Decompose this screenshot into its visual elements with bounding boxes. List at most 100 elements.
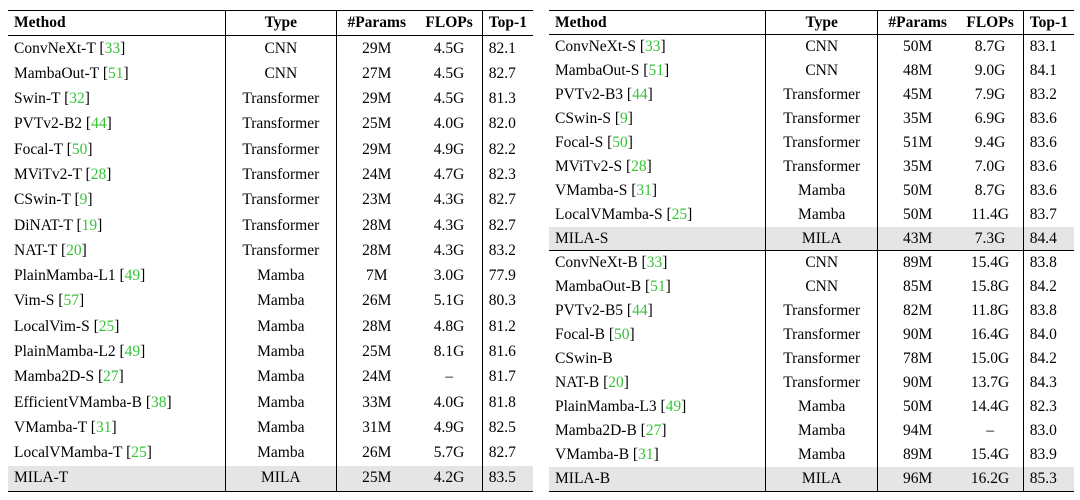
flops-cell: 16.2G: [957, 467, 1024, 492]
citation-bracket: [: [57, 241, 67, 259]
params-cell: 26M: [362, 444, 392, 462]
params-cell: 28M: [362, 317, 392, 335]
method-cell: LocalVMamba-T [25]: [8, 440, 226, 466]
params-cell: 25M: [362, 469, 392, 487]
citation-bracket: [: [122, 444, 132, 462]
flops-cell: 4.9G: [416, 136, 483, 163]
citation-link[interactable]: 28: [631, 157, 647, 175]
citation-link[interactable]: 20: [608, 373, 624, 391]
citation-link[interactable]: 25: [671, 205, 688, 223]
method-cell: CSwin-B: [549, 346, 767, 371]
citation-link[interactable]: 49: [665, 397, 682, 415]
method-name: MambaOut-B: [555, 277, 642, 295]
citation-bracket: ]: [651, 181, 658, 199]
citation-link[interactable]: 38: [151, 393, 167, 411]
flops-cell: 4.3G: [416, 238, 483, 264]
citation-link[interactable]: 49: [124, 343, 141, 360]
type-cell: CNN: [765, 250, 879, 275]
citation-link[interactable]: 27: [103, 368, 119, 386]
type-cell: Transformer: [225, 136, 338, 163]
citation-link[interactable]: 44: [632, 301, 648, 319]
citation-link[interactable]: 51: [108, 64, 124, 82]
citation-link[interactable]: 31: [95, 418, 112, 436]
citation-link[interactable]: 33: [646, 254, 663, 272]
method-name: Focal-T: [14, 140, 63, 158]
citation-link[interactable]: 31: [638, 446, 654, 464]
type-cell: Mamba: [225, 440, 338, 466]
flops-cell: 8.7G: [957, 34, 1024, 59]
params-cell: 28M: [362, 241, 392, 259]
flops-cell: 7.3G: [957, 226, 1024, 251]
citation-link[interactable]: 19: [81, 216, 98, 234]
citation-link[interactable]: 32: [69, 90, 85, 108]
method-name: Focal-B: [555, 325, 605, 343]
citation-link[interactable]: 50: [71, 140, 88, 158]
type-cell: Mamba: [765, 178, 879, 203]
table-row: VMamba-T [31] Mamba 31M 4.9G 82.5: [8, 415, 533, 441]
params-cell: 94M: [903, 422, 933, 440]
table-row: Mamba2D-B [27] Mamba 94M –83.0: [549, 419, 1074, 444]
type-cell: Mamba: [765, 202, 879, 227]
citation-bracket: ]: [146, 444, 152, 462]
col-header-params: #Params: [877, 10, 958, 35]
flops-cell: 15.4G: [957, 250, 1024, 275]
table-row: NAT-T [20] Transformer 28M 4.3G 83.2: [8, 238, 533, 264]
citation-link[interactable]: 51: [650, 277, 666, 295]
citation-link[interactable]: 20: [66, 241, 82, 259]
method-cell: MILA-B: [549, 467, 767, 492]
citation-bracket: [: [623, 301, 633, 319]
citation-link[interactable]: 33: [645, 37, 661, 55]
method-cell: MambaOut-S [51]: [549, 58, 767, 83]
citation-bracket: [: [62, 140, 72, 158]
top1-cell: 84.2: [1029, 349, 1057, 367]
type-cell: Transformer: [225, 212, 338, 239]
method-cell: PVTv2-B3 [44]: [549, 82, 767, 107]
citation-link[interactable]: 50: [613, 325, 630, 343]
top1-cell: 82.5: [488, 418, 516, 436]
table-row: NAT-B [20] Transformer 90M 13.7G 84.3: [549, 370, 1074, 395]
params-cell: 24M: [362, 368, 392, 386]
top1-cell: 82.7: [488, 216, 516, 234]
citation-link[interactable]: 28: [90, 165, 107, 183]
type-cell: Transformer: [765, 346, 879, 371]
type-cell: CNN: [225, 61, 338, 87]
citation-bracket: [: [141, 393, 152, 411]
citation-link[interactable]: 27: [645, 422, 662, 440]
citation-link[interactable]: 44: [91, 115, 107, 133]
method-name: MILA-B: [555, 469, 611, 487]
flops-cell: 11.4G: [957, 202, 1024, 227]
citation-link[interactable]: 31: [636, 181, 652, 199]
type-cell: CNN: [765, 58, 879, 83]
citation-link[interactable]: 9: [620, 109, 628, 127]
top1-cell: 82.0: [488, 115, 516, 133]
citation-link[interactable]: 49: [124, 267, 141, 285]
flops-cell: 4.8G: [416, 314, 483, 340]
citation-link[interactable]: 51: [648, 61, 664, 79]
method-name: MViTv2-S: [555, 157, 623, 175]
citation-link[interactable]: 33: [104, 39, 121, 57]
type-cell: Transformer: [765, 298, 879, 323]
flops-cell: 9.4G: [957, 130, 1024, 155]
type-cell: MILA: [225, 465, 338, 492]
citation-link[interactable]: 57: [63, 292, 79, 310]
params-cell: 26M: [362, 292, 392, 310]
flops-cell: 14.4G: [957, 394, 1024, 419]
citation-bracket: ]: [118, 368, 124, 386]
table-row: MILA-B MILA 96M 16.2G 85.3: [549, 467, 1074, 492]
citation-bracket: [: [603, 133, 613, 151]
params-cell: 89M: [903, 254, 933, 272]
top1-cell: 83.0: [1029, 422, 1057, 440]
method-cell: PlainMamba-L2 [49]: [8, 339, 226, 365]
citation-link[interactable]: 50: [612, 133, 628, 151]
method-cell: ConvNeXt-B [33]: [549, 250, 767, 275]
citation-link[interactable]: 25: [131, 444, 147, 462]
method-cell: ConvNeXt-T [33]: [8, 35, 226, 62]
params-cell: 28M: [362, 216, 392, 234]
citation-bracket: ]: [660, 37, 666, 55]
header-row: Method Type #Params FLOPs Top-1: [549, 10, 1074, 35]
citation-link[interactable]: 25: [98, 317, 115, 335]
method-name: VMamba-S: [555, 181, 628, 199]
citation-link[interactable]: 44: [632, 85, 648, 103]
citation-link[interactable]: 9: [79, 191, 88, 209]
flops-cell: 4.0G: [416, 389, 483, 416]
